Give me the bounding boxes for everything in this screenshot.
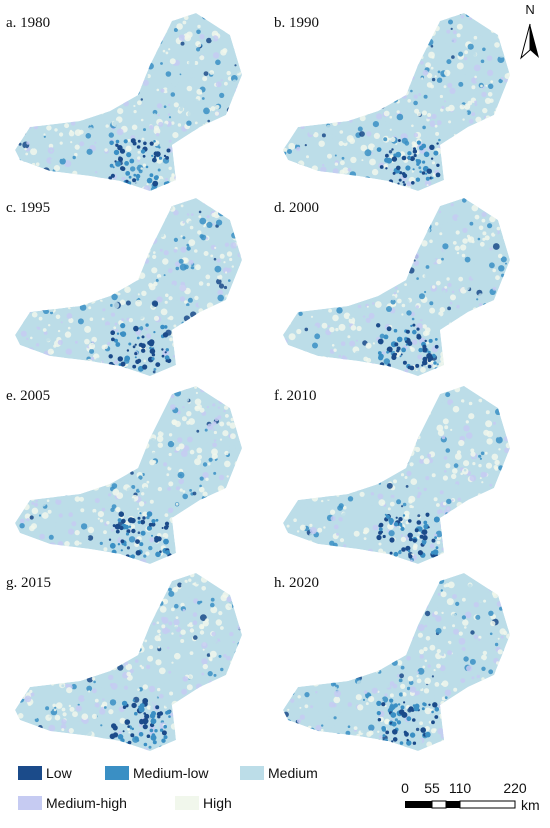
legend-label: High [203, 795, 232, 811]
map-panel: b. 1990 [274, 13, 510, 191]
north-label: N [525, 2, 534, 17]
legend-swatch [18, 766, 42, 780]
legend-item: Medium-low [105, 765, 209, 781]
legend-label: Medium-low [133, 765, 209, 781]
legend-swatch [240, 766, 264, 780]
legend-swatch [18, 796, 42, 810]
panel-label: g. 2015 [6, 575, 51, 591]
panel-label: b. 1990 [274, 15, 319, 31]
legend-item: Medium [240, 765, 318, 781]
legend-label: Low [46, 765, 73, 781]
scale-unit: km [521, 797, 540, 813]
legend-swatch [105, 766, 129, 780]
region-map [15, 13, 242, 191]
panel-label: e. 2005 [6, 388, 50, 404]
region-map [15, 573, 242, 751]
map-panel: f. 2010 [274, 386, 510, 564]
legend-item: High [175, 795, 232, 811]
map-panel: g. 2015 [6, 573, 242, 751]
scale-label: 0 [401, 780, 409, 796]
legend-item: Medium-high [18, 795, 127, 811]
region-map [283, 386, 510, 564]
panel-label: c. 1995 [6, 200, 50, 216]
legend-label: Medium [268, 765, 318, 781]
north-arrow: N [520, 2, 539, 60]
scale-bar: 0 55 110 220 km [401, 780, 540, 813]
map-panel: a. 1980 [6, 13, 242, 191]
panel-label: f. 2010 [274, 388, 317, 404]
region-map [15, 198, 242, 376]
scale-label: 55 [424, 780, 440, 796]
region-map [283, 198, 510, 376]
region-map [283, 573, 510, 751]
scale-label: 110 [449, 780, 472, 796]
panel-label: h. 2020 [274, 575, 319, 591]
map-panel: h. 2020 [274, 573, 510, 751]
scale-label: 220 [503, 780, 527, 796]
map-panel: c. 1995 [6, 198, 242, 376]
panel-label: d. 2000 [274, 200, 319, 216]
map-panel: e. 2005 [6, 386, 242, 564]
legend-swatch [175, 796, 199, 810]
legend-item: Low [18, 765, 73, 781]
region-map [15, 386, 242, 564]
legend-label: Medium-high [46, 795, 127, 811]
map-panel: d. 2000 [274, 198, 510, 376]
panel-label: a. 1980 [6, 15, 50, 31]
region-map [283, 13, 510, 191]
